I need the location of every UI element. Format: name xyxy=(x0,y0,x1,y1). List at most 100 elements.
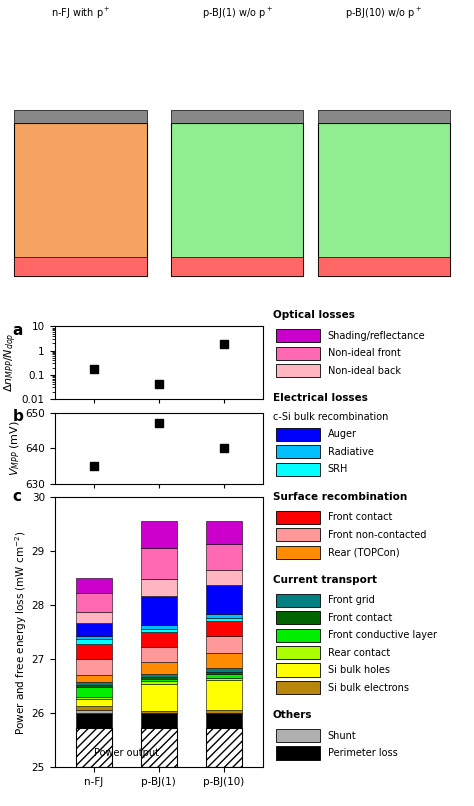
Text: Shunt: Shunt xyxy=(328,730,356,741)
Bar xyxy=(206,675,242,678)
Bar xyxy=(141,580,177,596)
Bar xyxy=(206,671,242,675)
Text: Auger: Auger xyxy=(328,430,356,439)
Text: a: a xyxy=(13,322,23,338)
Bar xyxy=(76,700,111,706)
Point xyxy=(90,363,98,376)
Bar xyxy=(76,709,111,713)
Text: Rear (TOPCon): Rear (TOPCon) xyxy=(328,547,399,557)
Bar xyxy=(76,697,111,700)
Text: p-BJ(10) w/o p$^+$: p-BJ(10) w/o p$^+$ xyxy=(346,6,422,21)
Bar xyxy=(206,679,242,709)
Bar xyxy=(206,521,242,544)
Bar xyxy=(276,663,320,677)
Bar xyxy=(76,729,111,767)
Bar xyxy=(141,681,177,683)
FancyBboxPatch shape xyxy=(318,123,450,276)
Text: Optical losses: Optical losses xyxy=(273,310,355,320)
Bar xyxy=(276,646,320,659)
Bar xyxy=(276,511,320,524)
Bar xyxy=(276,329,320,343)
Text: c: c xyxy=(13,489,22,505)
Point xyxy=(220,338,228,351)
FancyBboxPatch shape xyxy=(14,257,147,276)
Text: Front contact: Front contact xyxy=(328,513,392,522)
Bar xyxy=(206,668,242,671)
Bar xyxy=(141,679,177,681)
Bar xyxy=(141,711,177,713)
Bar xyxy=(141,629,177,632)
Text: Si bulk holes: Si bulk holes xyxy=(328,665,390,675)
Bar xyxy=(206,654,242,668)
Bar xyxy=(206,636,242,654)
Bar xyxy=(76,639,111,644)
Bar xyxy=(206,570,242,585)
Bar xyxy=(276,463,320,476)
Bar xyxy=(276,428,320,441)
Bar xyxy=(276,594,320,607)
Text: Front conductive layer: Front conductive layer xyxy=(328,630,437,640)
Text: Si bulk electrons: Si bulk electrons xyxy=(328,683,409,692)
Bar xyxy=(76,682,111,684)
Bar xyxy=(76,622,111,636)
Bar xyxy=(206,544,242,570)
Text: SRH: SRH xyxy=(328,464,348,474)
Bar xyxy=(76,684,111,688)
Bar xyxy=(141,548,177,580)
Text: Electrical losses: Electrical losses xyxy=(273,393,367,403)
Bar xyxy=(76,706,111,709)
Text: Others: Others xyxy=(273,710,312,720)
Text: Front non-contacted: Front non-contacted xyxy=(328,530,426,540)
Bar xyxy=(141,713,177,729)
Text: c-Si bulk recombination: c-Si bulk recombination xyxy=(273,412,388,422)
Text: Radiative: Radiative xyxy=(328,447,374,457)
Bar xyxy=(141,674,177,676)
Bar xyxy=(141,729,177,767)
Bar xyxy=(76,659,111,675)
Text: Rear contact: Rear contact xyxy=(328,648,390,658)
Bar xyxy=(206,621,242,636)
Bar xyxy=(276,681,320,694)
Text: Surface recombination: Surface recombination xyxy=(273,492,407,502)
Point xyxy=(220,442,228,455)
Y-axis label: $\Delta n_{MPP}/N_{dop}$: $\Delta n_{MPP}/N_{dop}$ xyxy=(3,333,19,393)
FancyBboxPatch shape xyxy=(171,123,303,276)
Y-axis label: Power and free energy loss (mW cm$^{-2}$): Power and free energy loss (mW cm$^{-2}$… xyxy=(13,530,29,734)
Bar xyxy=(276,611,320,625)
Bar xyxy=(276,546,320,559)
Text: p-BJ(1) w/o p$^+$: p-BJ(1) w/o p$^+$ xyxy=(201,6,273,21)
Bar xyxy=(276,528,320,542)
Bar xyxy=(276,729,320,742)
FancyBboxPatch shape xyxy=(318,257,450,276)
Text: Non-ideal front: Non-ideal front xyxy=(328,348,401,358)
Point xyxy=(90,459,98,472)
Bar xyxy=(206,585,242,614)
Bar xyxy=(141,662,177,674)
Bar xyxy=(76,644,111,659)
Bar xyxy=(206,729,242,767)
Bar xyxy=(141,647,177,662)
Bar xyxy=(76,578,111,593)
Text: n-FJ with p$^+$: n-FJ with p$^+$ xyxy=(51,6,110,21)
Point xyxy=(155,378,163,391)
Bar xyxy=(141,632,177,647)
Text: Front contact: Front contact xyxy=(328,613,392,623)
Bar xyxy=(276,746,320,760)
Bar xyxy=(141,596,177,625)
Bar xyxy=(276,364,320,377)
Bar xyxy=(206,713,242,729)
Bar xyxy=(76,636,111,639)
Text: Non-ideal back: Non-ideal back xyxy=(328,366,401,376)
Bar xyxy=(76,675,111,682)
Bar xyxy=(276,445,320,459)
Bar xyxy=(76,688,111,697)
Bar xyxy=(76,612,111,622)
Text: Shading/reflectance: Shading/reflectance xyxy=(328,330,425,341)
Bar xyxy=(276,347,320,359)
Point xyxy=(155,417,163,430)
Bar xyxy=(141,676,177,679)
Bar xyxy=(141,683,177,711)
FancyBboxPatch shape xyxy=(14,110,147,123)
Bar xyxy=(76,593,111,612)
FancyBboxPatch shape xyxy=(14,123,147,276)
